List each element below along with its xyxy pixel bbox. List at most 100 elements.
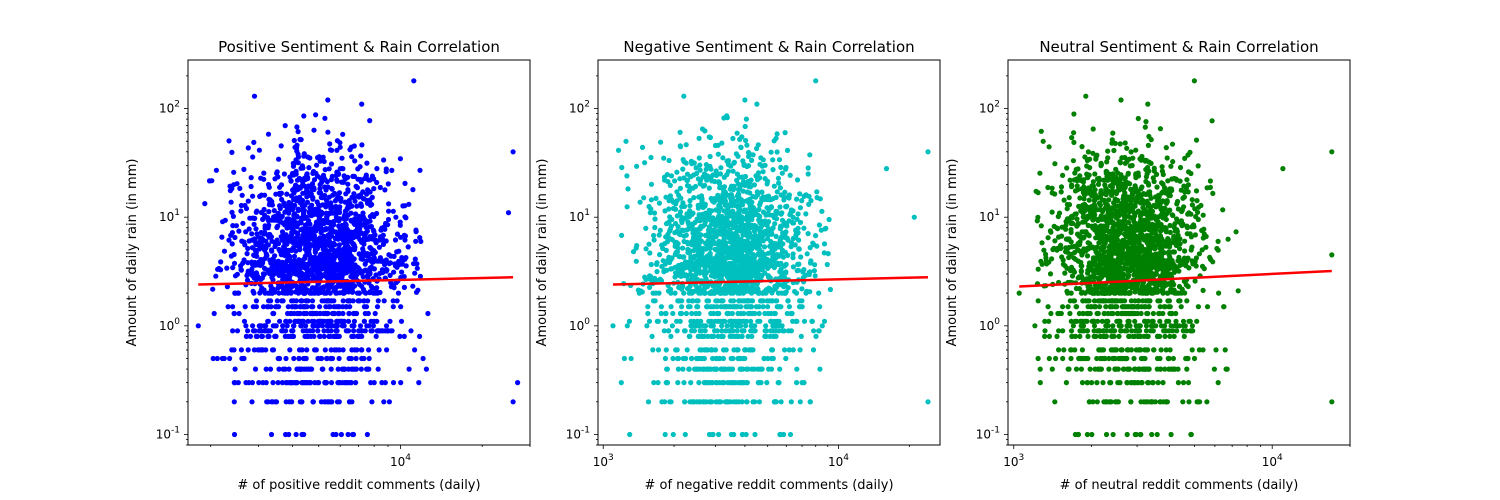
data-point <box>668 304 674 310</box>
data-point <box>731 236 737 242</box>
data-point <box>695 205 702 211</box>
data-point <box>269 265 275 271</box>
data-point <box>246 238 252 244</box>
data-point <box>313 112 319 118</box>
data-point <box>767 243 773 249</box>
data-point <box>716 310 722 317</box>
data-point <box>1152 399 1158 405</box>
data-point <box>734 304 741 310</box>
data-point <box>302 333 308 339</box>
data-point <box>782 347 788 353</box>
data-point <box>720 355 727 362</box>
data-point <box>798 333 804 339</box>
data-point <box>630 249 637 255</box>
data-point <box>364 431 370 438</box>
data-point <box>723 222 729 228</box>
data-point <box>261 176 267 182</box>
data-point <box>745 265 751 271</box>
data-point <box>1162 323 1168 329</box>
data-point <box>283 355 289 362</box>
data-point <box>230 223 236 229</box>
data-point <box>799 298 805 304</box>
data-point <box>764 211 770 217</box>
data-point <box>345 174 351 180</box>
data-point <box>681 380 687 386</box>
data-point <box>654 269 660 275</box>
data-point <box>801 380 807 386</box>
data-point <box>304 194 310 200</box>
data-point <box>697 288 704 294</box>
data-point <box>269 347 276 353</box>
data-point <box>670 205 677 212</box>
data-point <box>291 355 297 362</box>
data-point <box>269 248 275 254</box>
data-point <box>727 366 734 372</box>
data-point <box>258 236 265 242</box>
data-point <box>784 203 790 209</box>
data-point <box>701 366 707 372</box>
data-point <box>740 380 746 386</box>
data-point <box>316 265 322 271</box>
data-point <box>755 318 761 324</box>
data-point <box>748 347 755 353</box>
data-point <box>323 187 329 193</box>
data-point <box>307 288 313 294</box>
data-point <box>801 267 807 273</box>
data-point <box>359 214 365 221</box>
data-point <box>272 399 278 405</box>
data-point <box>720 287 726 293</box>
data-point <box>619 232 625 238</box>
data-point <box>706 298 712 304</box>
data-point <box>634 243 640 249</box>
data-point <box>340 318 346 324</box>
y-axis-label: Amount of daily rain (in mm) <box>535 159 550 347</box>
data-point <box>692 240 698 246</box>
data-point <box>310 328 316 334</box>
data-point <box>624 173 630 179</box>
data-point <box>731 183 737 189</box>
data-point <box>405 244 411 250</box>
data-point <box>383 259 389 265</box>
x-axis-label: # of positive reddit comments (daily) <box>237 478 480 493</box>
data-point <box>324 179 330 185</box>
data-point <box>382 328 388 334</box>
outlier-point <box>623 138 629 144</box>
data-point <box>1220 207 1226 213</box>
data-point <box>263 380 269 386</box>
data-point <box>733 151 740 157</box>
data-point <box>730 274 737 280</box>
data-point <box>648 261 654 268</box>
data-point <box>712 318 718 324</box>
data-point <box>253 226 259 232</box>
data-point <box>643 276 649 282</box>
data-point <box>351 195 357 201</box>
data-point <box>784 310 790 317</box>
data-point <box>343 216 349 222</box>
data-point <box>707 242 713 248</box>
data-point <box>736 257 742 263</box>
data-point <box>774 252 780 258</box>
data-point <box>691 235 697 241</box>
data-point <box>374 210 380 217</box>
data-point <box>811 242 817 248</box>
data-point <box>658 278 665 284</box>
data-point <box>736 208 742 214</box>
data-point <box>771 183 777 189</box>
data-point <box>783 355 789 362</box>
data-point <box>272 333 278 339</box>
data-point <box>330 192 336 198</box>
data-point <box>263 366 269 372</box>
data-point <box>364 197 370 203</box>
data-point <box>819 323 825 329</box>
data-point <box>1054 333 1060 339</box>
data-point <box>369 399 375 405</box>
data-point <box>748 318 754 324</box>
data-point <box>691 230 697 236</box>
data-point <box>304 304 310 310</box>
data-point <box>704 177 710 183</box>
data-point <box>688 380 694 386</box>
data-point <box>250 328 256 334</box>
data-point <box>300 380 306 386</box>
data-point <box>729 232 736 238</box>
data-point <box>365 310 371 317</box>
